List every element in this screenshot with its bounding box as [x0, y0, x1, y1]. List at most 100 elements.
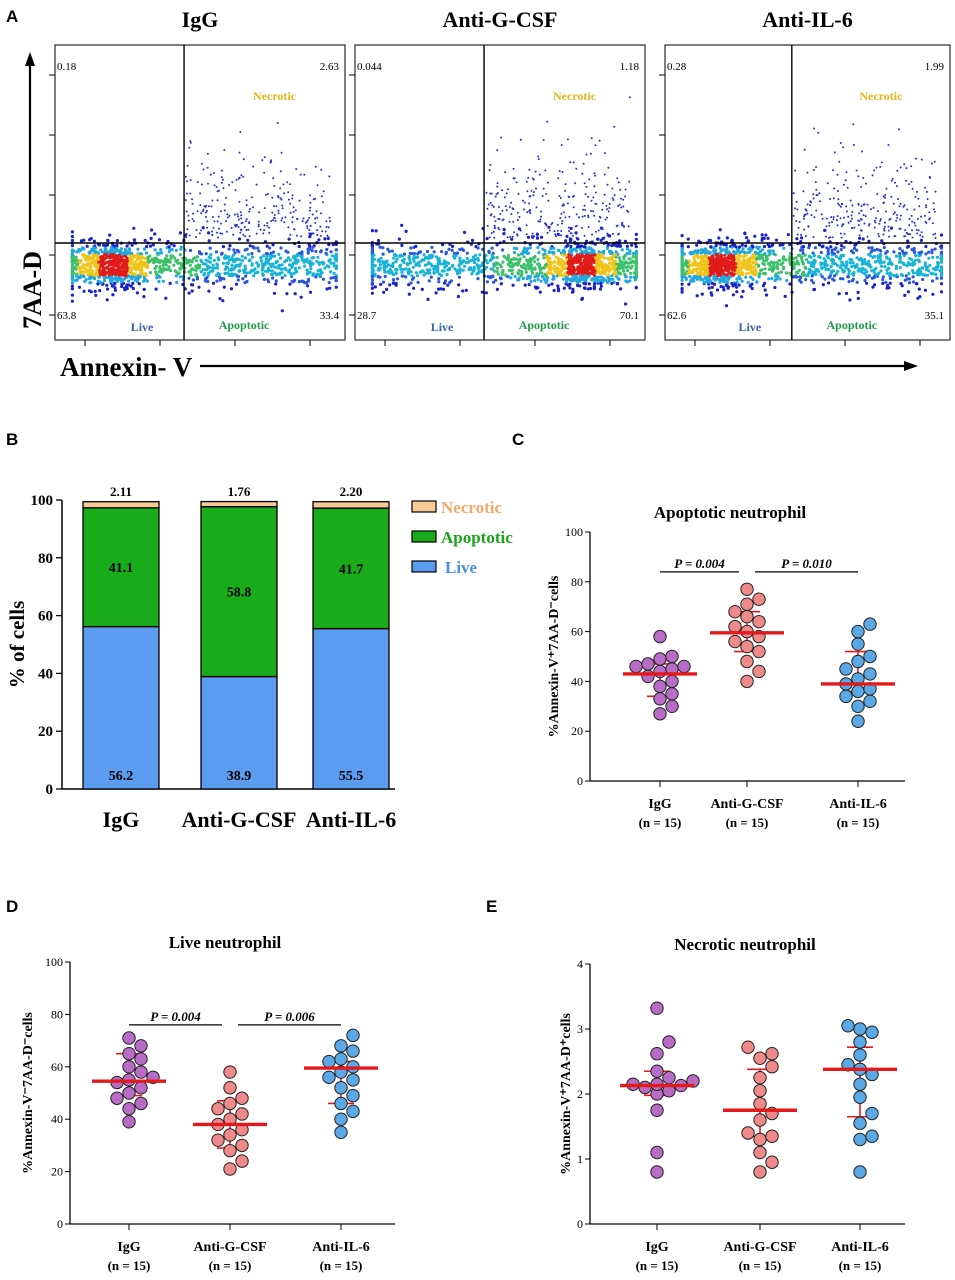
flow-dot [692, 250, 696, 254]
flow-dot [556, 229, 559, 232]
flow-dot [564, 266, 568, 270]
flow-dot [617, 205, 620, 207]
flow-dot [753, 269, 757, 273]
flow-dot [450, 264, 455, 268]
flow-dot [434, 255, 439, 259]
flow-dot [510, 269, 514, 273]
flow-dot [328, 286, 332, 290]
flow-dot [119, 247, 123, 251]
flow-dot [710, 293, 714, 297]
flow-dot [309, 201, 312, 204]
flow-dot [143, 256, 147, 260]
flow-dot [277, 266, 281, 270]
flow-dot [613, 125, 616, 128]
flow-dot [319, 225, 322, 228]
flow-dot [709, 239, 713, 243]
flow-dot [214, 250, 218, 254]
flow-dot [229, 287, 234, 291]
flow-dot [515, 181, 518, 184]
flow-dot [70, 252, 74, 256]
flow-dot [840, 268, 845, 272]
flow-dot [680, 290, 684, 294]
flow-dot [279, 246, 283, 250]
flow-dot [138, 260, 142, 265]
flow-dot [280, 219, 283, 222]
flow-dot [616, 276, 620, 280]
flow-dot [441, 243, 445, 247]
flow-dot [327, 226, 330, 229]
flow-dot [872, 206, 875, 209]
flow-dot [612, 243, 616, 247]
dot-point [740, 597, 754, 611]
flow-dot [518, 215, 521, 218]
flow-dot [91, 261, 95, 265]
flow-dot [370, 243, 374, 247]
flow-dot [533, 191, 535, 193]
flow-dot [573, 255, 578, 259]
flow-dot [613, 194, 616, 197]
flow-dot [592, 196, 595, 199]
flow-dot [899, 166, 902, 169]
dot-point [863, 694, 877, 709]
flow-dot [553, 260, 557, 264]
flow-dot [566, 202, 569, 205]
flow-dot [490, 192, 493, 195]
flow-dot [291, 197, 294, 200]
flow-dot [553, 264, 557, 268]
flow-dot [621, 223, 624, 226]
flow-dot [722, 288, 726, 292]
quadrant-apoptotic-label: Apoptotic [219, 318, 270, 332]
flow-dot [396, 277, 400, 281]
flow-dot [248, 210, 251, 213]
flow-dot [680, 246, 684, 250]
flow-dot [562, 286, 566, 290]
flow-dot [77, 285, 82, 289]
flow-dot [839, 217, 842, 220]
flow-dot [807, 254, 812, 258]
flow-dot [328, 216, 331, 219]
flow-dot [724, 251, 728, 255]
b-legend-label: Live [445, 558, 478, 577]
flow-dot [560, 144, 563, 146]
flow-dot [133, 278, 137, 282]
flow-dot [439, 287, 443, 291]
flow-dot [244, 267, 248, 271]
flow-dot [209, 173, 212, 176]
flow-dot [755, 256, 759, 260]
flow-dot [608, 261, 612, 265]
flow-dot [87, 277, 92, 281]
flow-dot [476, 258, 480, 262]
flow-dot [870, 208, 872, 211]
flow-dot [370, 266, 374, 270]
flow-dot [93, 289, 97, 293]
flow-dot [157, 238, 162, 242]
flow-dot [860, 259, 864, 263]
flow-dot [924, 268, 929, 272]
flow-dot [505, 192, 508, 195]
flow-dot [593, 172, 596, 175]
flow-dot [913, 208, 916, 211]
flow-dot [776, 274, 780, 279]
flow-dot [522, 199, 525, 202]
flow-dot [547, 199, 550, 202]
flow-dot [560, 253, 565, 257]
flow-dot [618, 239, 622, 243]
flow-dot [308, 290, 313, 294]
flow-dot [851, 204, 854, 207]
flow-dot [201, 162, 203, 165]
flow-dot [370, 274, 374, 278]
flow-dot [250, 263, 254, 267]
flow-dot [539, 266, 544, 271]
flow-dot [867, 239, 871, 243]
flow-dot [917, 229, 920, 232]
flow-dot [382, 262, 386, 266]
flow-dot [500, 136, 503, 139]
flow-dot [395, 257, 399, 261]
flow-dot [334, 285, 338, 289]
flow-dot [494, 195, 497, 198]
flow-dot [263, 171, 266, 174]
flow-dot [98, 280, 102, 284]
flow-dot [462, 259, 466, 264]
dot-point [211, 1102, 225, 1116]
